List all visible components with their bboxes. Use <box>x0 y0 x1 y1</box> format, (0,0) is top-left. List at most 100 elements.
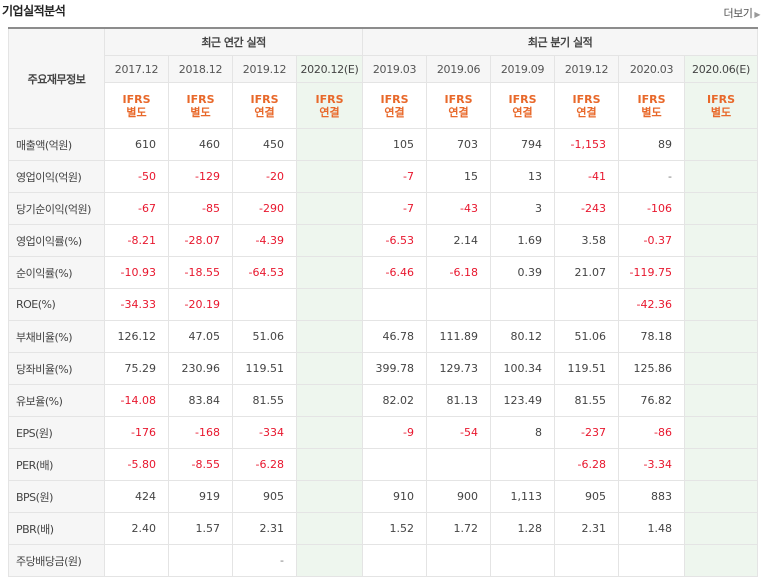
table-cell <box>684 448 759 481</box>
table-cell: 119.51 <box>554 352 620 385</box>
table-cell: -0.37 <box>618 224 686 257</box>
table-cell: -129 <box>168 160 233 193</box>
table-cell: 81.13 <box>426 384 492 417</box>
gaap-scope: 연결 <box>254 105 275 119</box>
table-cell: -176 <box>104 416 169 449</box>
table-cell: -20.19 <box>168 288 233 321</box>
table-cell: -6.18 <box>426 256 492 289</box>
table-cell: 1.28 <box>490 512 556 545</box>
table-cell: 2.31 <box>554 512 620 545</box>
table-cell: 75.29 <box>104 352 169 385</box>
table-cell <box>295 544 364 577</box>
table-cell: 1.52 <box>362 512 428 545</box>
table-cell: -42.36 <box>618 288 686 321</box>
table-row: 당좌비율(%) 75.29 230.96 119.51 399.78 129.73 100.… <box>8 352 759 385</box>
table-row: EPS(원) -176 -168 -334 -9 -54 8 -237 -86 <box>8 416 759 449</box>
gaap-standard: IFRS <box>315 92 344 106</box>
financial-table: 주요재무정보 최근 연간 실적 최근 분기 실적 2017.12 2018.12 2… <box>8 27 759 577</box>
table-row: PBR(배) 2.40 1.57 2.31 1.52 1.72 1.28 2.31 1.48 <box>8 512 759 545</box>
table-cell: 123.49 <box>490 384 556 417</box>
section-title: 기업실적분석 <box>2 4 66 18</box>
table-cell: 80.12 <box>490 320 556 353</box>
table-cell: 2.14 <box>426 224 492 257</box>
row-label: ROE(%) <box>8 288 105 321</box>
table-cell: 111.89 <box>426 320 492 353</box>
quarter-group-header: 최근 분기 실적 <box>362 27 759 56</box>
table-cell: 51.06 <box>232 320 297 353</box>
table-row: 유보율(%) -14.08 83.84 81.55 82.02 81.13 123.49 81… <box>8 384 759 417</box>
table-cell <box>490 544 556 577</box>
table-cell: 1.69 <box>490 224 556 257</box>
table-cell <box>295 448 364 481</box>
table-cell: 82.02 <box>362 384 428 417</box>
table-cell <box>295 128 364 161</box>
table-cell <box>295 352 364 385</box>
table-cell <box>426 288 492 321</box>
table-cell: -5.80 <box>104 448 169 481</box>
table-cell: -334 <box>232 416 297 449</box>
period-header: 2018.12 <box>168 55 233 83</box>
gaap-standard: IFRS <box>186 92 215 106</box>
period-header: 2019.09 <box>490 55 556 83</box>
table-row: 영업이익률(%) -8.21 -28.07 -4.39 -6.53 2.14 1.69 3.5… <box>8 224 759 257</box>
period-header: 2020.03 <box>618 55 686 83</box>
table-row: 주당배당금(원) - <box>8 544 759 577</box>
table-cell <box>490 288 556 321</box>
gaap-scope: 연결 <box>576 105 597 119</box>
table-cell: -237 <box>554 416 620 449</box>
table-cell: -7 <box>362 160 428 193</box>
table-cell: -67 <box>104 192 169 225</box>
table-cell <box>684 352 759 385</box>
period-header: 2020.12(E) <box>295 55 364 83</box>
table-cell <box>362 544 428 577</box>
table-cell: 13 <box>490 160 556 193</box>
period-header: 2020.06(E) <box>684 55 759 83</box>
table-cell: 1.57 <box>168 512 233 545</box>
table-row: 당기순이익(억원) -67 -85 -290 -7 -43 3 -243 -106 <box>8 192 759 225</box>
table-cell: 100.34 <box>490 352 556 385</box>
table-cell: -7 <box>362 192 428 225</box>
table-cell: -8.55 <box>168 448 233 481</box>
table-cell <box>295 256 364 289</box>
more-link[interactable]: 더보기 ▶ <box>723 5 760 21</box>
table-cell: 1.48 <box>618 512 686 545</box>
table-cell: -43 <box>426 192 492 225</box>
accounting-standard-header: IFRS 별도 <box>168 82 233 129</box>
table-cell: -119.75 <box>618 256 686 289</box>
table-cell: 910 <box>362 480 428 513</box>
table-cell: 1.72 <box>426 512 492 545</box>
table-cell <box>295 224 364 257</box>
table-cell: -85 <box>168 192 233 225</box>
gaap-standard: IFRS <box>250 92 279 106</box>
table-cell: -14.08 <box>104 384 169 417</box>
table-cell <box>684 224 759 257</box>
table-cell: 83.84 <box>168 384 233 417</box>
row-label: EPS(원) <box>8 416 105 449</box>
table-cell <box>684 256 759 289</box>
table-cell <box>232 288 297 321</box>
table-cell <box>684 160 759 193</box>
period-header: 2019.03 <box>362 55 428 83</box>
table-cell: 126.12 <box>104 320 169 353</box>
table-cell: 3 <box>490 192 556 225</box>
table-cell: -4.39 <box>232 224 297 257</box>
table-cell: 105 <box>362 128 428 161</box>
table-cell <box>684 128 759 161</box>
table-cell <box>295 320 364 353</box>
table-cell: -1,153 <box>554 128 620 161</box>
table-cell: -18.55 <box>168 256 233 289</box>
gaap-standard: IFRS <box>637 92 666 106</box>
table-cell <box>295 288 364 321</box>
table-cell: -106 <box>618 192 686 225</box>
table-cell: -64.53 <box>232 256 297 289</box>
table-cell <box>554 288 620 321</box>
table-cell: -50 <box>104 160 169 193</box>
row-label: BPS(원) <box>8 480 105 513</box>
accounting-standard-header: IFRS 연결 <box>490 82 556 129</box>
table-cell: -10.93 <box>104 256 169 289</box>
chevron-right-icon: ▶ <box>754 10 760 19</box>
table-cell: 47.05 <box>168 320 233 353</box>
table-cell: -6.53 <box>362 224 428 257</box>
table-cell: -54 <box>426 416 492 449</box>
accounting-standard-header: IFRS 연결 <box>554 82 620 129</box>
